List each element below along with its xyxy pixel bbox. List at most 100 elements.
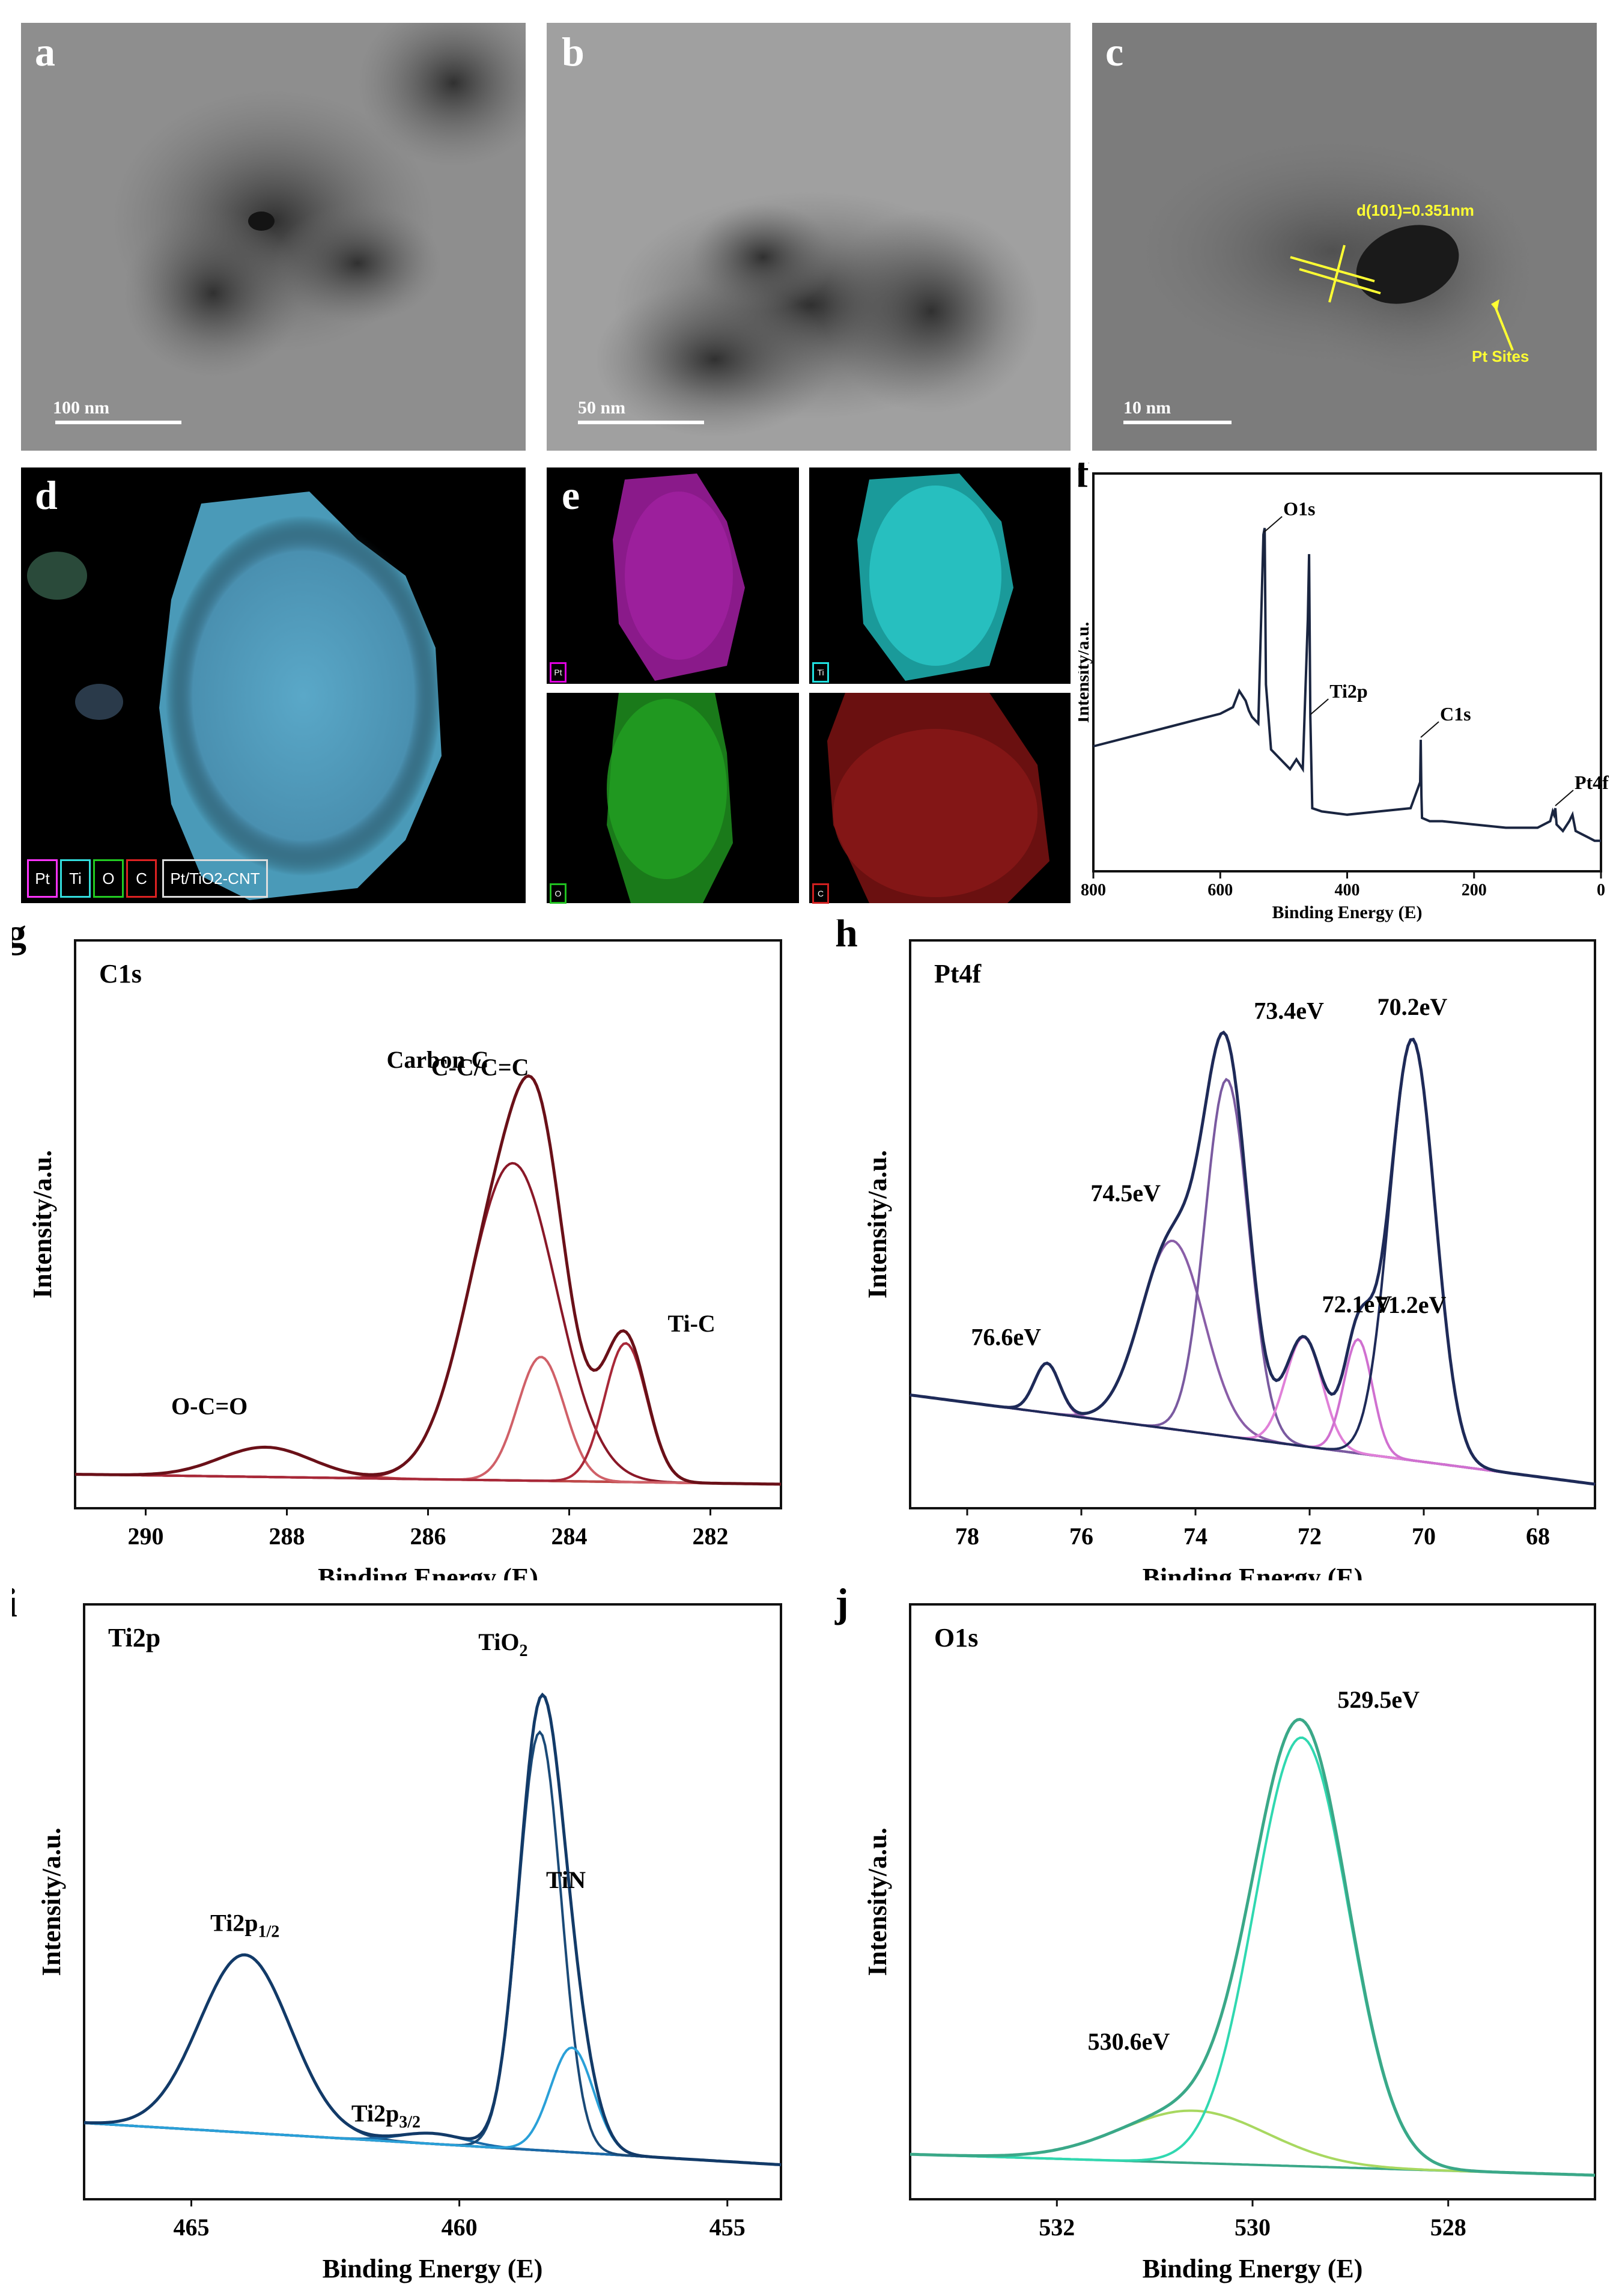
plot-frame [83,1603,782,2200]
y-axis-label: Intensity/a.u. [1078,622,1093,723]
peak-label-3: TiN [546,1866,586,1893]
legend-o: O [93,859,124,898]
chart-title: Pt4f [934,959,982,988]
peak-label-2: 73.4eV [1254,997,1324,1025]
x-tick-label: 600 [1207,881,1233,900]
legend-ti: Ti [60,859,91,898]
legend-map-pt: Pt [550,662,566,683]
envelope-line [74,1074,782,1486]
peak-label-4: 71.2eV [1376,1291,1447,1318]
x-axis-label: Binding Energy (E) [318,1563,538,1580]
annotation-c1s: C1s [1440,703,1471,725]
peak-label-3: Ti-C [668,1310,715,1337]
x-tick-label: 400 [1335,881,1360,900]
peak-4 [910,1338,1596,1485]
eds-map-ti [809,467,1071,684]
envelope-line [910,1031,1596,1486]
envelope-line [910,1717,1596,2177]
annotation-o1s: O1s [1283,498,1315,520]
plot-frame [74,939,782,1509]
x-tick-label: 284 [551,1523,588,1550]
y-axis-label: Intensity/a.u. [37,1828,66,1976]
chart-i-ti2p: 465 460 455 Binding Energy (E) Intensity/a.u… [12,1586,782,2283]
peak-label-3: 72.1eV [1322,1291,1393,1318]
x-axis-label: Binding Energy (E) [1272,903,1422,922]
chart-j-o1s: 532 530 528 Binding Energy (E) Intensity/a.u… [834,1586,1596,2283]
peak-label-1: 529.5eV [1337,1686,1420,1713]
annotation-leader [1263,516,1283,533]
peak-label-5: 70.2eV [1378,993,1448,1020]
x-tick-label: 0 [1597,881,1605,900]
scale-label-b: 50 nm [578,398,626,418]
x-tick-label: 78 [955,1523,979,1550]
d-spacing-label: d(101)=0.351nm [1356,201,1474,219]
x-axis-label: Binding Energy (E) [1143,1563,1363,1580]
scale-bar-b [578,421,704,424]
eds-map-o [547,693,799,903]
plot-frame [909,939,1596,1509]
peak-label-1: 74.5eV [1090,1180,1161,1207]
chart-title: C1s [99,959,142,988]
x-tick-label: 76 [1069,1523,1093,1550]
peak-label-2: C-C/C=C [431,1053,529,1080]
legend-pt: Pt [27,859,58,898]
peak-label-0: O-C=O [171,1392,248,1419]
peak-1 [910,1736,1596,2176]
panel-label-e: e [562,472,580,518]
annotation-ti2p: Ti2p [1329,680,1367,702]
scale-bar-a [55,421,181,424]
tem-image-a [21,23,526,451]
scale-label-c: 10 nm [1123,398,1171,418]
series-survey-line [1093,528,1601,842]
x-tick-label: 72 [1298,1523,1322,1550]
peak-label-0: 76.6eV [971,1324,1041,1351]
tem-image-c [1092,23,1597,451]
annotation-leader [1310,698,1329,715]
panel-label-g: g [12,919,26,955]
x-tick-label: 74 [1183,1523,1207,1550]
annotation-leader [1420,721,1439,738]
legend-sample: Pt/TiO2-CNT [162,859,268,898]
scale-label-a: 100 nm [53,398,110,418]
legend-map-c: C [812,883,829,904]
eds-map-c [809,693,1071,903]
peak-label-1: Ti2p3/2 [351,2100,421,2131]
panel-label-a: a [35,29,55,75]
legend-map-o: O [550,883,566,904]
x-tick-label: 70 [1412,1523,1436,1550]
annotation-pt4f: Pt4f [1575,772,1609,793]
x-tick-label: 68 [1526,1523,1550,1550]
x-axis-label: Binding Energy (E) [1143,2254,1363,2283]
y-axis-label: Intensity/a.u. [863,1828,892,1976]
plot-frame [909,1603,1596,2200]
panel-label-i: i [12,1586,17,1625]
chart-title: Ti2p [108,1623,160,1652]
peak-label-1: Carbon C [386,1046,488,1073]
peak-2 [910,1077,1596,1485]
x-tick-label: 286 [410,1523,446,1550]
panel-label-c: c [1105,29,1124,75]
peak-label-2: TiO2 [478,1628,527,1660]
panel-label-d: d [35,472,58,518]
x-tick-label: 288 [269,1523,305,1550]
x-axis-label: Binding Energy (E) [323,2254,543,2283]
peak-3 [84,2046,782,2166]
chart-f-survey: 800 600 400 200 0 Binding Energy (E) Intensity… [1078,463,1609,922]
x-tick-label: 532 [1039,2214,1075,2241]
eds-map-pt [547,467,799,684]
scale-bar-c [1123,421,1232,424]
legend-c: C [126,859,157,898]
panel-label-j: j [834,1586,849,1625]
envelope-line [84,1692,782,2167]
x-tick-label: 455 [709,2214,746,2241]
x-tick-label: 465 [173,2214,209,2241]
pt-sites-label: Pt Sites [1472,347,1529,365]
panel-label-f: f [1078,463,1090,496]
plot-frame [1092,472,1602,872]
x-tick-label: 800 [1081,881,1106,900]
x-tick-label: 530 [1235,2214,1271,2241]
peak-label-0: 530.6eV [1088,2028,1170,2055]
panel-label-h: h [835,919,858,955]
chart-title: O1s [934,1623,978,1652]
peak-0 [910,1362,1596,1485]
